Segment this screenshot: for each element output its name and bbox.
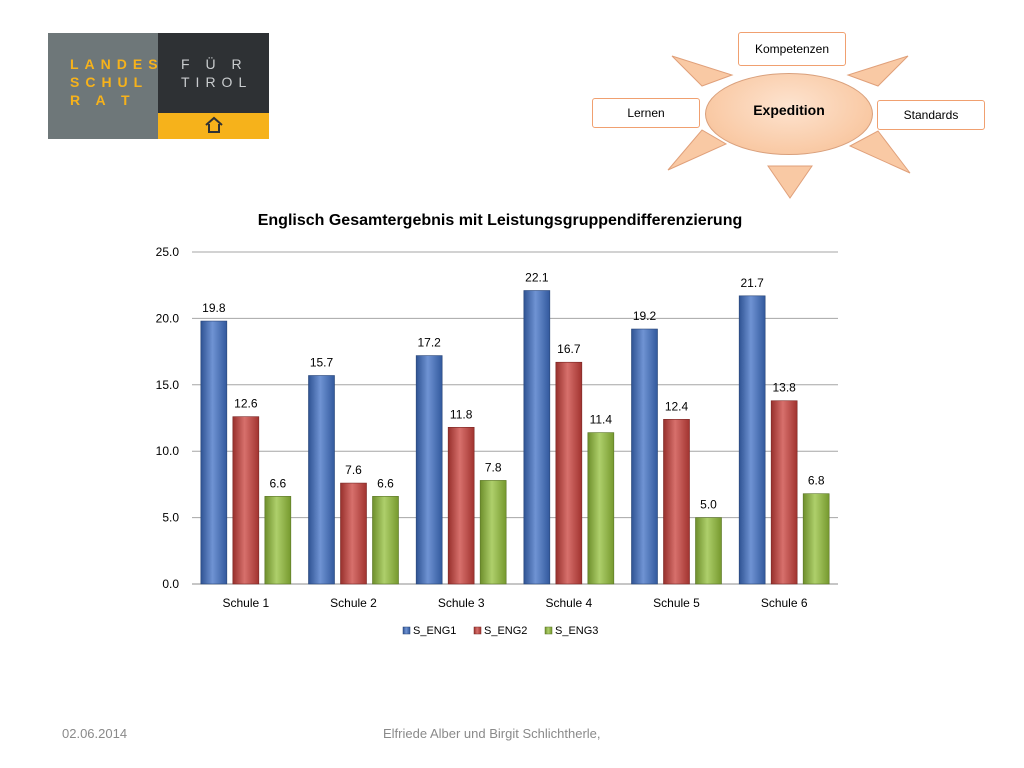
bar-s_eng2-4 [555,361,583,585]
data-label: 6.6 [269,476,286,490]
landesschulrat-logo: LANDES SCHUL R A T F Ü R TIROL [48,33,269,139]
data-label: 16.7 [557,342,581,356]
footer-authors: Elfriede Alber und Birgit Schlichtherle, [383,726,601,741]
data-label: 11.4 [590,413,613,427]
logo-line-fuer: F Ü R [181,56,248,72]
chart-bars [200,290,830,585]
logo-line-tirol: TIROL [181,74,253,90]
bar-s_eng3-1 [264,496,292,585]
logo-right-panel [158,33,269,113]
data-label: 15.7 [310,356,334,370]
chart-x-ticks: Schule 1 Schule 2 Schule 3 Schule 4 Schule 5… [222,596,807,610]
footer-date: 02.06.2014 [62,726,128,741]
x-tick-label: Schule 3 [438,596,485,610]
ray-top-left [671,55,734,87]
data-label: 19.8 [202,301,226,315]
x-tick-label: Schule 4 [545,596,592,610]
legend-label-s_eng1: S_ENG1 [413,625,456,637]
x-tick-label: Schule 6 [761,596,808,610]
logo-left-panel [48,33,158,139]
diagram-box-kompetenzen: Kompetenzen [738,32,846,66]
bar-s_eng1-1 [200,320,228,585]
x-tick-label: Schule 2 [330,596,377,610]
data-label: 21.7 [740,276,764,290]
ray-bottom-left [667,129,728,171]
logo-line-landes: LANDES [70,56,164,72]
bar-s_eng3-2 [372,496,399,585]
bar-s_eng3-4 [587,432,615,585]
diagram-box-lernen: Lernen [592,98,700,128]
bar-s_eng3-3 [479,480,507,585]
x-tick-label: Schule 1 [222,596,269,610]
diagram-center-expedition: Expedition [705,73,873,155]
bar-s_eng2-5 [663,419,690,585]
data-label: 5.0 [700,498,717,512]
chart-data-labels: 19.8 12.6 6.6 15.7 7.6 6.6 17.2 11.8 7.8 22.1 16.7… [202,271,825,512]
y-tick-label: 20.0 [156,311,180,325]
bar-s_eng1-2 [308,375,335,585]
legend-swatch-s_eng1 [402,626,411,635]
bar-s_eng3-5 [695,517,722,585]
diagram-rays [667,55,911,199]
bar-s_eng1-4 [523,290,551,585]
data-label: 19.2 [633,309,657,323]
chart-title: Englisch Gesamtergebnis mit Leistungsgru… [257,212,743,229]
logo-line-schul: SCHUL [70,74,149,90]
bar-s_eng2-2 [340,482,367,585]
expedition-diagram: Expedition Kompetenzen Lernen Standards [590,28,990,203]
logo-line-rat: R A T [70,92,136,108]
diagram-box-standards: Standards [877,100,985,130]
ray-top-right [846,55,909,87]
data-label: 22.1 [525,271,549,285]
y-tick-label: 5.0 [162,511,179,525]
y-tick-label: 10.0 [156,444,180,458]
data-label: 7.6 [345,463,362,477]
bar-s_eng2-3 [447,426,475,585]
bar-s_eng2-6 [770,400,798,585]
legend-label-s_eng2: S_ENG2 [484,625,527,637]
bar-s_eng1-3 [415,355,443,585]
bar-s_eng1-6 [738,295,766,585]
legend-swatch-s_eng3 [544,626,553,635]
data-label: 12.4 [665,399,689,413]
ray-bottom-right [848,130,911,174]
ray-bottom [767,165,813,199]
data-label: 12.6 [234,397,258,411]
chart-gridlines [192,251,838,585]
data-label: 17.2 [417,336,441,350]
chart-y-ticks: 0.0 5.0 10.0 15.0 20.0 25.0 [156,245,180,591]
data-label: 11.8 [450,407,473,421]
house-icon [205,116,223,133]
data-label: 7.8 [485,460,502,474]
y-tick-label: 0.0 [162,577,179,591]
bar-s_eng3-6 [802,493,830,585]
y-tick-label: 25.0 [156,245,180,259]
bar-s_eng2-1 [232,416,260,585]
chart-legend: S_ENG1 S_ENG2 S_ENG3 [402,625,598,637]
data-label: 13.8 [772,381,796,395]
y-tick-label: 15.0 [156,378,180,392]
bar-s_eng1-5 [631,328,658,585]
legend-label-s_eng3: S_ENG3 [555,625,598,637]
data-label: 6.8 [808,474,825,488]
legend-swatch-s_eng2 [473,626,482,635]
x-tick-label: Schule 5 [653,596,700,610]
data-label: 6.6 [377,476,394,490]
